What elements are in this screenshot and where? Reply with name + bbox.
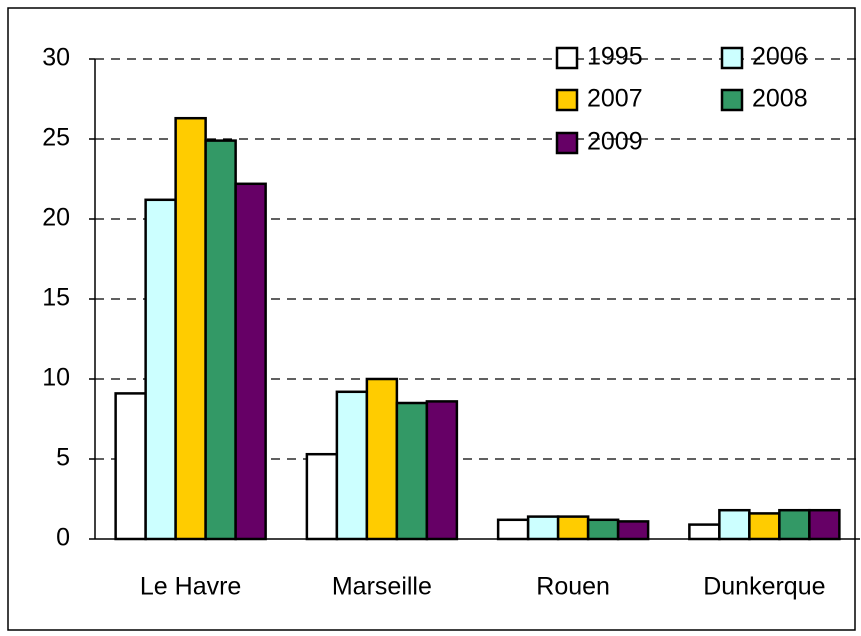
x-tick-label: Dunkerque: [703, 573, 825, 601]
y-tick-label: 20: [42, 204, 70, 232]
legend-label: 2007: [587, 85, 643, 113]
bar: [718, 508, 751, 541]
y-tick-label: 25: [42, 124, 70, 152]
x-tick-label: Le Havre: [140, 573, 241, 601]
bar: [204, 139, 237, 541]
bar: [144, 198, 177, 541]
bar: [365, 377, 399, 541]
y-tick-label: 0: [56, 524, 70, 552]
legend-swatch: [555, 88, 579, 112]
bar: [335, 390, 369, 541]
bar: [395, 401, 429, 541]
legend-label: 1995: [587, 43, 643, 71]
legend-swatch: [720, 88, 744, 112]
y-tick-label: 30: [42, 44, 70, 72]
bar: [526, 515, 560, 541]
x-tick-label: Marseille: [332, 573, 432, 601]
bar: [174, 116, 207, 541]
bar: [808, 508, 841, 541]
bar: [778, 508, 811, 541]
bar: [234, 182, 267, 541]
bar: [305, 452, 339, 541]
legend-swatch: [555, 46, 579, 70]
x-tick-label: Rouen: [536, 573, 610, 601]
legend-swatch: [720, 46, 744, 70]
y-tick-label: 5: [56, 444, 70, 472]
bar: [616, 520, 650, 541]
bar: [114, 392, 147, 541]
bar: [688, 523, 721, 541]
legend-label: 2009: [587, 128, 643, 156]
bar: [586, 518, 620, 541]
bar: [425, 400, 459, 541]
legend-swatch: [555, 131, 579, 155]
bar: [748, 512, 781, 541]
bar: [556, 515, 590, 541]
bar: [496, 518, 530, 541]
legend-label: 2008: [752, 85, 808, 113]
y-tick-label: 15: [42, 284, 70, 312]
legend-label: 2006: [752, 43, 808, 71]
y-tick-label: 10: [42, 364, 70, 392]
